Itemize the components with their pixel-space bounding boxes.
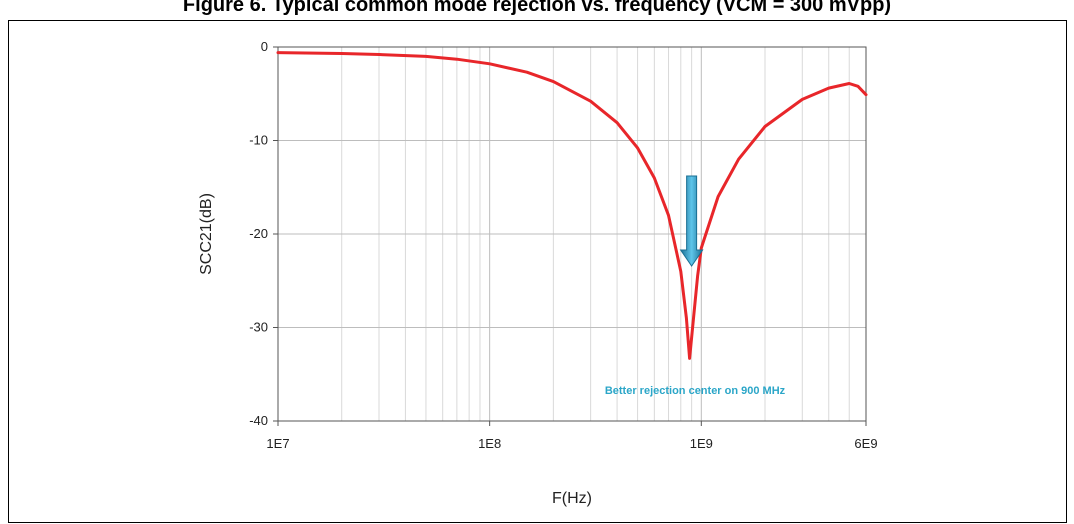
y-axis-label: SCC21(dB) bbox=[198, 193, 215, 275]
tick-labels: 1E7 1E8 1E9 6E9 0 -10 -20 -30 -40 bbox=[249, 39, 877, 451]
y-tick-label: -30 bbox=[249, 320, 268, 335]
annotation-group: Better rejection center on 900 MHz bbox=[605, 175, 786, 397]
series-line bbox=[276, 51, 868, 360]
y-tick-label: 0 bbox=[261, 39, 268, 54]
arrow-down-icon bbox=[679, 175, 704, 267]
x-tick-label: 1E7 bbox=[266, 436, 289, 451]
series-group bbox=[276, 51, 868, 360]
figure-frame bbox=[8, 20, 1067, 523]
x-tick-label: 6E9 bbox=[854, 436, 877, 451]
y-tick-label: -20 bbox=[249, 226, 268, 241]
figure-title: Figure 6. Typical common mode rejection … bbox=[182, 0, 892, 16]
grid-lines bbox=[278, 47, 866, 421]
y-tick-label: -10 bbox=[249, 133, 268, 148]
x-axis-label: F(Hz) bbox=[552, 490, 592, 507]
annotation-text: Better rejection center on 900 MHz bbox=[605, 385, 786, 397]
x-tick-label: 1E9 bbox=[690, 436, 713, 451]
y-tick-label: -40 bbox=[249, 413, 268, 428]
x-tick-label: 1E8 bbox=[478, 436, 501, 451]
